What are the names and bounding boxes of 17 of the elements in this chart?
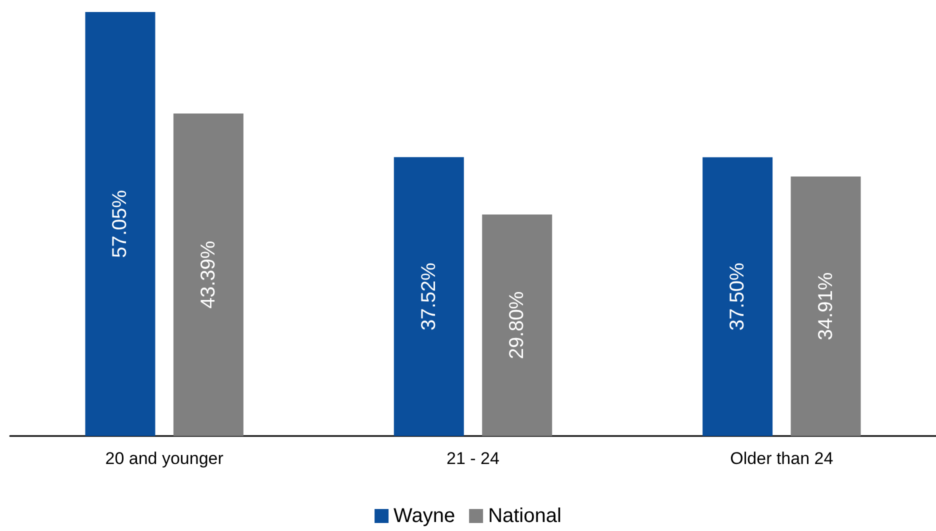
bar <box>394 157 464 436</box>
data-label: 57.05% <box>109 190 132 258</box>
x-tick-label: Older than 24 <box>730 449 834 468</box>
bar <box>482 214 552 436</box>
legend-label: Wayne <box>394 505 456 527</box>
x-tick-label: 21 - 24 <box>446 449 500 468</box>
data-label: 37.52% <box>418 262 440 330</box>
bar <box>702 157 773 436</box>
bar <box>173 114 244 436</box>
data-label: 43.39% <box>197 240 220 309</box>
data-label: 29.80% <box>506 291 528 360</box>
x-tick-label: 20 and younger <box>105 449 224 468</box>
legend-label: National <box>488 505 562 527</box>
data-label: 34.91% <box>814 272 837 340</box>
bar <box>85 12 156 436</box>
data-label: 37.50% <box>726 262 749 331</box>
bar <box>790 176 861 436</box>
